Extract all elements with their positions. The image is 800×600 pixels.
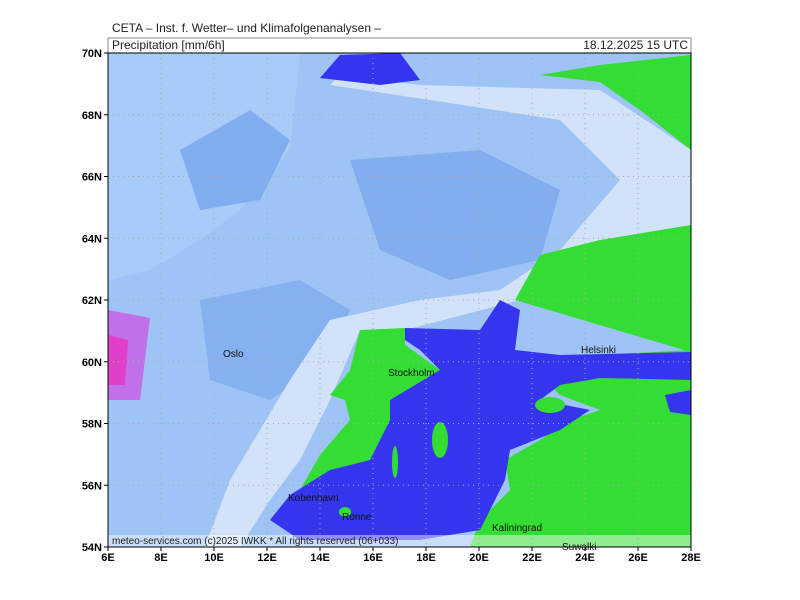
lat-label: 58N: [82, 419, 102, 431]
lon-label: 20E: [469, 552, 489, 564]
city-label: Ronne: [342, 512, 372, 523]
field-label: Precipitation [mm/6h]: [112, 38, 225, 52]
sea: [665, 390, 691, 415]
land: [540, 55, 691, 150]
precip-heavy: [108, 335, 128, 385]
lon-label: 14E: [310, 552, 330, 564]
lon-label: 12E: [257, 552, 277, 564]
island: [339, 507, 351, 517]
lon-label: 28E: [681, 552, 701, 564]
island: [392, 446, 398, 478]
lat-label: 66N: [82, 172, 102, 184]
map-title: CETA – Inst. f. Wetter– und Klimafolgena…: [112, 21, 381, 35]
lat-label: 68N: [82, 110, 102, 122]
lon-label: 26E: [628, 552, 648, 564]
city-label: Kobenhavn: [288, 493, 339, 504]
sea: [270, 300, 691, 540]
land: [470, 225, 691, 547]
lon-label: 22E: [522, 552, 542, 564]
lat-label: 64N: [82, 233, 102, 245]
city-label: Kaliningrad: [492, 523, 542, 534]
lat-label: 54N: [82, 542, 102, 554]
lon-label: 6E: [101, 552, 114, 564]
land: [300, 328, 440, 490]
lat-label: 56N: [82, 480, 102, 492]
lat-label: 70N: [82, 48, 102, 60]
precip-light: [205, 75, 691, 547]
lat-label: 60N: [82, 357, 102, 369]
lon-label: 8E: [154, 552, 167, 564]
city-label: Oslo: [223, 349, 244, 360]
copyright: meteo-services.com (c)2025 IWKK * All ri…: [112, 536, 399, 547]
lat-label: 62N: [82, 295, 102, 307]
valid-time: 18.12.2025 15 UTC: [583, 38, 688, 52]
precip-area: [350, 150, 560, 280]
island: [432, 422, 448, 458]
lon-label: 10E: [204, 552, 224, 564]
city-label: Stockholm: [388, 368, 435, 379]
lon-label: 18E: [416, 552, 436, 564]
lon-label: 24E: [575, 552, 595, 564]
island: [535, 397, 565, 413]
lon-label: 16E: [363, 552, 383, 564]
footer-bg: [108, 535, 691, 547]
sea: [320, 53, 420, 85]
city-label: Helsinki: [581, 345, 616, 356]
precip-area: [180, 110, 290, 210]
